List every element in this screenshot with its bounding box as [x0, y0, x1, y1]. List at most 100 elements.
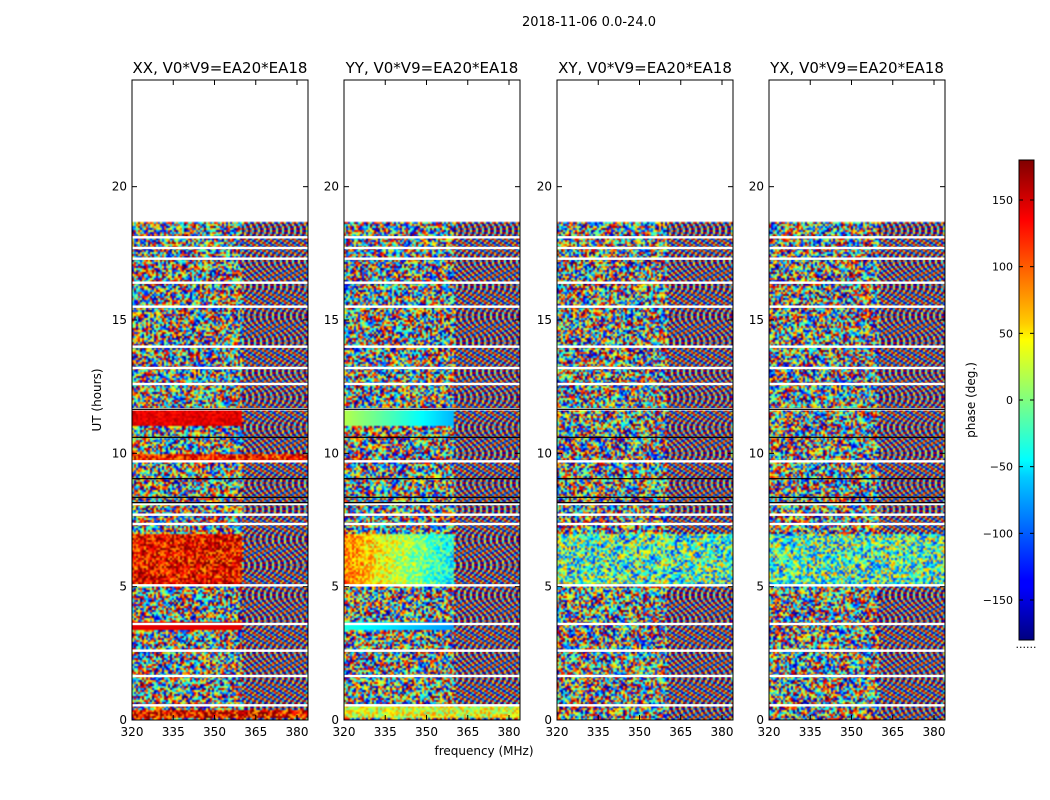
flag-line — [344, 436, 520, 438]
x-tick-label: 320 — [758, 725, 781, 739]
gap-line — [769, 345, 945, 348]
y-tick-label: 20 — [324, 180, 339, 194]
gap-line — [769, 281, 945, 284]
gap-line — [769, 522, 945, 526]
gap-line — [344, 281, 520, 284]
heatmap-canvas-xx — [132, 80, 308, 720]
panel-title-xy: XY, V0*V9=EA20*EA18 — [558, 59, 732, 77]
gap-line — [557, 366, 733, 370]
panel-frame — [556, 79, 734, 721]
gap-line — [344, 704, 520, 707]
gap-line — [344, 649, 520, 652]
gap-line — [344, 366, 520, 370]
flag-line — [132, 496, 308, 498]
panel-xy: XY, V0*V9=EA20*EA18 320 335 350 365 380 0 5 10 15… — [537, 59, 734, 739]
gap-line — [344, 522, 520, 526]
y-tick-label: 15 — [749, 313, 764, 327]
gap-line — [132, 345, 308, 348]
gap-line — [132, 460, 308, 463]
gap-line — [557, 305, 733, 308]
x-tick-label: 380 — [498, 725, 521, 739]
gap-line — [557, 281, 733, 284]
panel-title-yy: YY, V0*V9=EA20*EA18 — [345, 59, 519, 77]
gap-line — [557, 513, 733, 516]
gap-line — [344, 584, 520, 587]
gap-line — [132, 366, 308, 370]
gap-line — [769, 382, 945, 386]
x-tick-label: 350 — [203, 725, 226, 739]
heatmap-canvas-xy — [557, 80, 733, 720]
gap-line — [132, 674, 308, 678]
flag-line — [132, 502, 308, 504]
flag-line — [769, 408, 945, 410]
gap-line — [344, 674, 520, 678]
x-tick-label: 335 — [799, 725, 822, 739]
gap-line — [769, 460, 945, 463]
flag-line — [132, 408, 308, 410]
gap-line — [557, 502, 733, 506]
gap-line — [344, 246, 520, 250]
gap-line — [132, 704, 308, 707]
x-tick-label: 320 — [546, 725, 569, 739]
gap-line — [557, 622, 733, 626]
x-tick-label: 350 — [840, 725, 863, 739]
x-tick-label: 320 — [121, 725, 144, 739]
gap-line — [557, 345, 733, 348]
gap-line — [132, 522, 308, 526]
flag-line — [769, 496, 945, 498]
gap-line — [557, 246, 733, 250]
y-tick-label: 10 — [324, 446, 339, 460]
panel-frame — [343, 79, 521, 721]
gap-line — [769, 366, 945, 370]
y-tick-label: 15 — [324, 313, 339, 327]
gap-line — [344, 460, 520, 463]
gap-line — [557, 674, 733, 678]
gap-line — [557, 257, 733, 260]
heatmap-xy — [557, 80, 733, 720]
y-tick-label: 5 — [119, 580, 127, 594]
gap-line — [344, 305, 520, 308]
x-tick-label: 380 — [923, 725, 946, 739]
gap-line — [769, 674, 945, 678]
gap-line — [769, 513, 945, 516]
gap-line — [132, 513, 308, 516]
x-tick-label: 350 — [415, 725, 438, 739]
figure-title: 2018-11-06 0.0-24.0 — [522, 15, 656, 30]
gap-line — [769, 236, 945, 239]
gap-line — [132, 622, 308, 626]
y-tick-label: 0 — [756, 713, 764, 727]
x-tick-label: 365 — [881, 725, 904, 739]
gap-line — [769, 305, 945, 308]
x-tick-label: 335 — [162, 725, 185, 739]
x-tick-label: 350 — [628, 725, 651, 739]
flag-line — [769, 478, 945, 480]
y-tick-label: 5 — [544, 580, 552, 594]
colorbar-footer: ...... — [1016, 638, 1037, 651]
gap-line — [557, 382, 733, 386]
colorbar-label: phase (deg.) — [964, 362, 978, 438]
heatmap-xx — [132, 80, 308, 720]
gap-line — [769, 257, 945, 260]
flag-line — [769, 436, 945, 438]
gap-line — [344, 502, 520, 506]
flag-line — [344, 478, 520, 480]
heatmap-yx — [769, 80, 945, 720]
panel-yy: YY, V0*V9=EA20*EA18 320 335 350 365 380 0 5 10 15… — [324, 59, 521, 739]
heatmap-yy — [344, 80, 520, 720]
x-tick-label: 365 — [669, 725, 692, 739]
gap-line — [769, 584, 945, 587]
y-tick-label: 0 — [331, 713, 339, 727]
heatmap-canvas-yy — [344, 80, 520, 720]
gap-line — [344, 382, 520, 386]
panel-frame — [768, 79, 946, 721]
x-tick-label: 380 — [711, 725, 734, 739]
gap-line — [344, 622, 520, 626]
gap-line — [132, 649, 308, 652]
y-tick-label: 10 — [537, 446, 552, 460]
x-tick-label: 365 — [244, 725, 267, 739]
y-tick-label: 15 — [112, 313, 127, 327]
gap-line — [557, 649, 733, 652]
y-tick-label: 5 — [331, 580, 339, 594]
flag-line — [557, 436, 733, 438]
gap-line — [344, 345, 520, 348]
